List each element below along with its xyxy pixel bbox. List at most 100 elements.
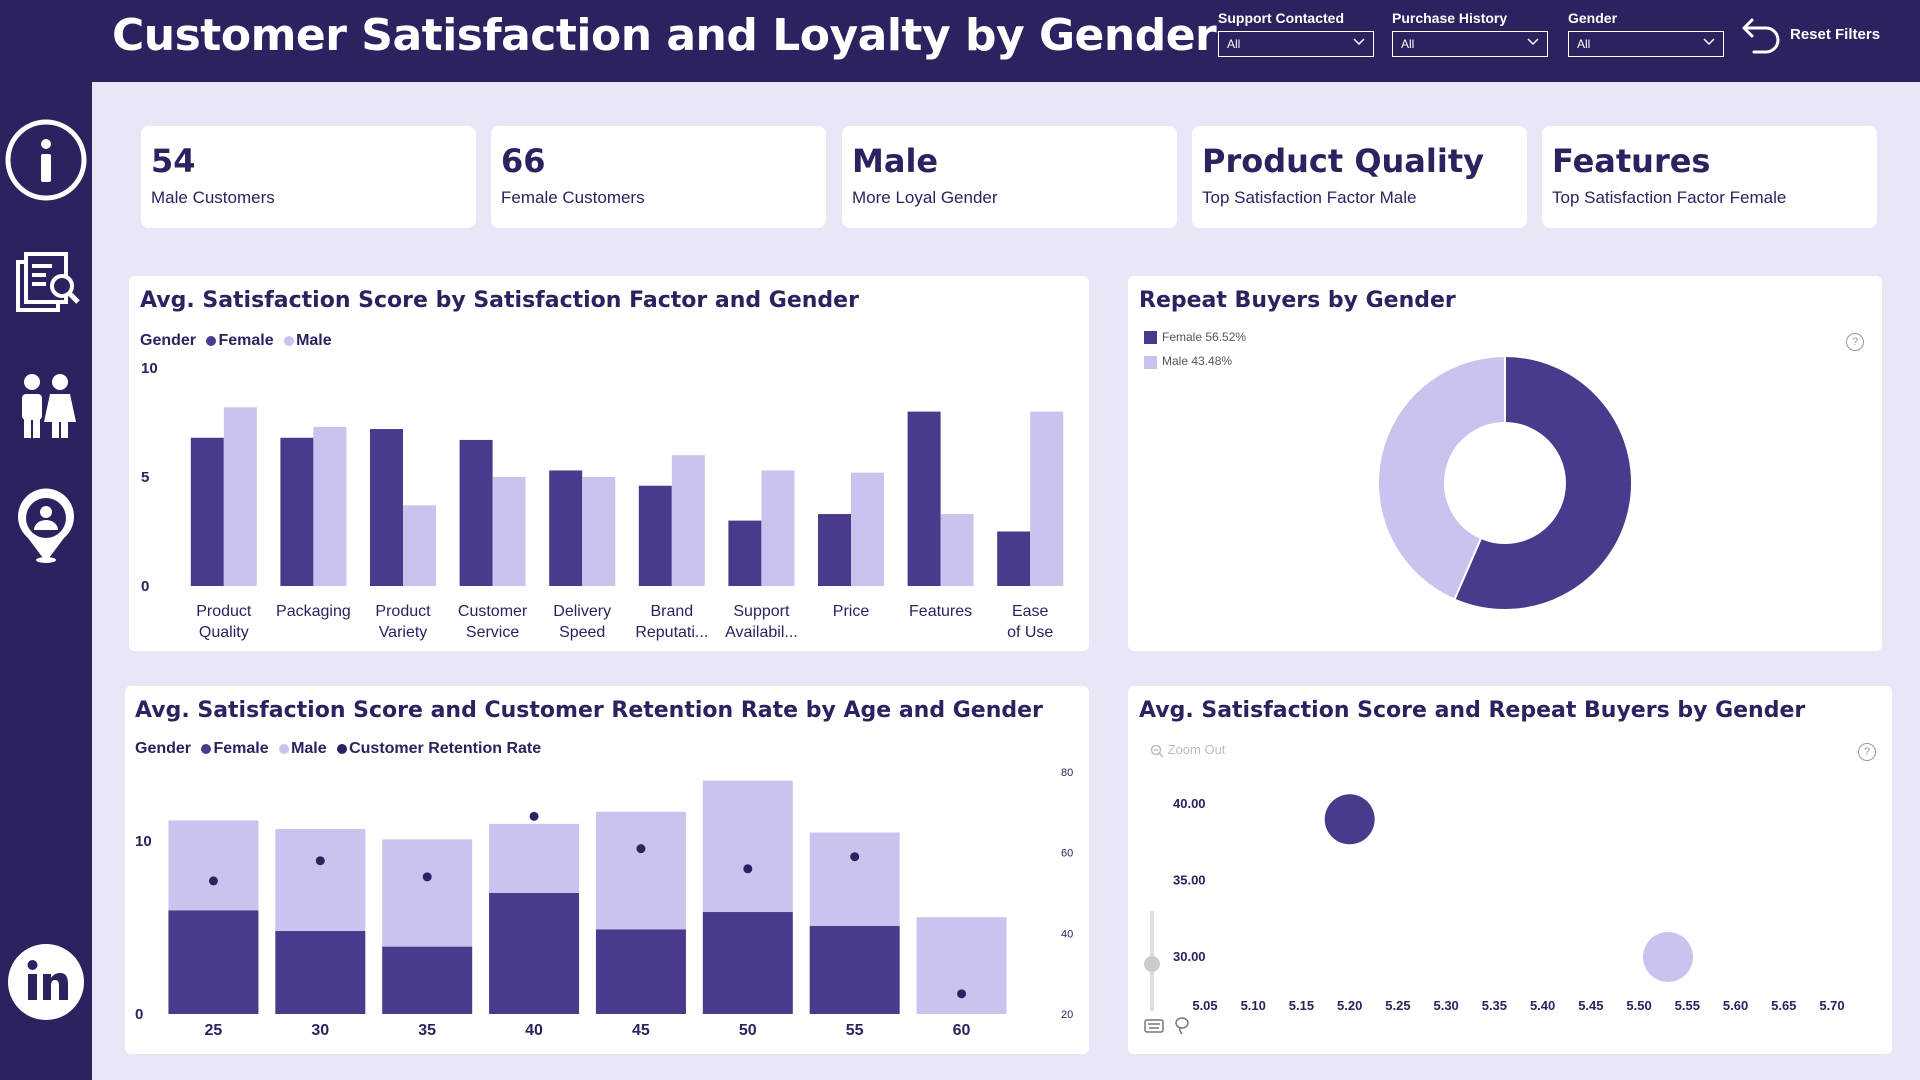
age-gender-chart: Avg. Satisfaction Score and Customer Ret… (125, 686, 1089, 1054)
satisfaction-factor-chart: Avg. Satisfaction Score by Satisfaction … (129, 276, 1089, 651)
stacked-bar-female (702, 912, 793, 1014)
lasso-icon[interactable] (1174, 1016, 1190, 1036)
reset-filters-button[interactable]: Reset Filters (1740, 10, 1910, 56)
bar-female (370, 429, 403, 586)
header-bar: Customer Satisfaction and Loyalty by Gen… (0, 0, 1920, 82)
legend-retention[interactable]: Customer Retention Rate (349, 740, 542, 757)
retention-rate-point (208, 876, 218, 886)
legend-female-dot (206, 335, 217, 346)
kpi-value: Features (1552, 142, 1711, 180)
stacked-bar-male (168, 820, 259, 911)
x-tick-line: Price (833, 603, 870, 620)
x-tick-label: 5.40 (1530, 998, 1555, 1013)
filter-label: Gender (1568, 10, 1618, 26)
filter-gender: Gender All (1568, 10, 1724, 57)
legend-title: Gender (135, 740, 192, 757)
retention-rate-point (422, 872, 432, 882)
legend-item-female[interactable]: Female 56.52% (1144, 330, 1246, 345)
x-tick-label: 40 (525, 1022, 543, 1039)
x-tick-line: Ease (1012, 603, 1049, 620)
stacked-bar-male (489, 823, 580, 893)
bar-female (459, 439, 493, 586)
bar-female (549, 470, 583, 586)
dropdown-value: All (1227, 37, 1241, 51)
kpi-male-customers: 54 Male Customers (141, 126, 476, 228)
legend-title: Gender (140, 332, 197, 349)
purchase-history-dropdown[interactable]: All (1392, 31, 1548, 57)
bar-female (907, 411, 941, 586)
legend-male-dot (284, 335, 295, 346)
location-person-icon (18, 488, 75, 563)
x-tick-line: Speed (559, 624, 605, 641)
kpi-value: 66 (501, 142, 546, 180)
x-tick-line: Customer (458, 603, 528, 620)
stacked-bar-male (382, 839, 473, 947)
kpi-female-customers: 66 Female Customers (491, 126, 826, 228)
kpi-value: Product Quality (1202, 142, 1484, 180)
support-contacted-dropdown[interactable]: All (1218, 31, 1374, 57)
legend-item-male[interactable]: Male 43.48% (1144, 354, 1246, 369)
legend-male-dot (279, 743, 290, 754)
retention-rate-point (957, 989, 967, 999)
stacked-bar-female (168, 910, 259, 1014)
nav-gender[interactable] (4, 364, 88, 448)
legend-female[interactable]: Female (218, 332, 274, 349)
kpi-top-factor-male: Product Quality Top Satisfaction Factor … (1192, 126, 1527, 228)
nav-info[interactable] (4, 118, 88, 202)
help-icon[interactable]: ? (1846, 333, 1864, 351)
stacked-bar-female (489, 893, 580, 1014)
nav-report[interactable] (4, 242, 88, 326)
x-tick-label: 5.30 (1433, 998, 1458, 1013)
bubble-chart-svg: 30.00 35.00 40.00 5.05 5.10 5.15 5.20 5.25 5.30 5… (1173, 794, 1845, 1013)
x-tick-label: 5.70 (1819, 998, 1844, 1013)
help-icon[interactable]: ? (1858, 743, 1876, 761)
bar-female (280, 437, 314, 586)
y-tick-label: 0 (141, 578, 149, 595)
chart-legend: Gender Female Male (140, 332, 332, 350)
x-tick-label: 5.45 (1578, 998, 1603, 1013)
donut-slice-male (1377, 354, 1506, 601)
y-tick-label: 35.00 (1173, 873, 1206, 888)
legend-male[interactable]: Male (296, 332, 332, 349)
bar-female (190, 437, 224, 586)
x-tick-label: 45 (632, 1022, 650, 1039)
bar-chart-svg: 0 5 10 Product Quality Packaging Product Variet… (141, 360, 1064, 641)
y-tick-label: 10 (135, 833, 152, 850)
retention-rate-point (529, 811, 539, 821)
chevron-down-icon (1703, 38, 1715, 46)
x-tick-line: Support (733, 603, 790, 620)
x-tick-label: 5.05 (1192, 998, 1217, 1013)
zoom-slider-handle[interactable] (1144, 956, 1160, 972)
filter-label: Support Contacted (1218, 10, 1344, 26)
undo-icon (1742, 18, 1780, 54)
donut-legend: Female 56.52% Male 43.48% (1144, 330, 1246, 369)
x-tick-label: 5.60 (1723, 998, 1748, 1013)
gender-dropdown[interactable]: All (1568, 31, 1724, 57)
nav-location[interactable] (4, 482, 88, 566)
chevron-down-icon (1353, 38, 1365, 46)
x-tick-label: Product Variety (375, 603, 431, 641)
x-tick-label: Ease of Use (1007, 603, 1053, 641)
filter-purchase-history: Purchase History All (1392, 10, 1548, 57)
bar-male (492, 477, 526, 586)
x-tick-line: Quality (199, 624, 249, 641)
x-tick-line: Product (375, 603, 431, 620)
x-tick-label: 35 (418, 1022, 436, 1039)
y2-tick-label: 20 (1061, 1009, 1073, 1021)
bubble-female (1324, 794, 1375, 845)
kpi-caption: Female Customers (501, 188, 645, 207)
y-tick-label: 0 (135, 1006, 143, 1023)
x-tick-label: 5.20 (1337, 998, 1362, 1013)
zoom-out-button[interactable]: Zoom Out (1150, 742, 1225, 758)
keyboard-icon[interactable] (1144, 1018, 1164, 1034)
x-tick-label: Price (833, 603, 870, 620)
x-tick-label: 5.25 (1385, 998, 1410, 1013)
linkedin-icon (8, 944, 84, 1020)
legend-female[interactable]: Female (213, 740, 269, 757)
bar-male (940, 514, 974, 586)
legend-male[interactable]: Male (291, 740, 327, 757)
nav-linkedin[interactable] (4, 940, 88, 1024)
kpi-caption: More Loyal Gender (852, 188, 998, 207)
x-tick-line: Reputati... (635, 624, 708, 641)
stacked-bar-female (809, 925, 900, 1014)
